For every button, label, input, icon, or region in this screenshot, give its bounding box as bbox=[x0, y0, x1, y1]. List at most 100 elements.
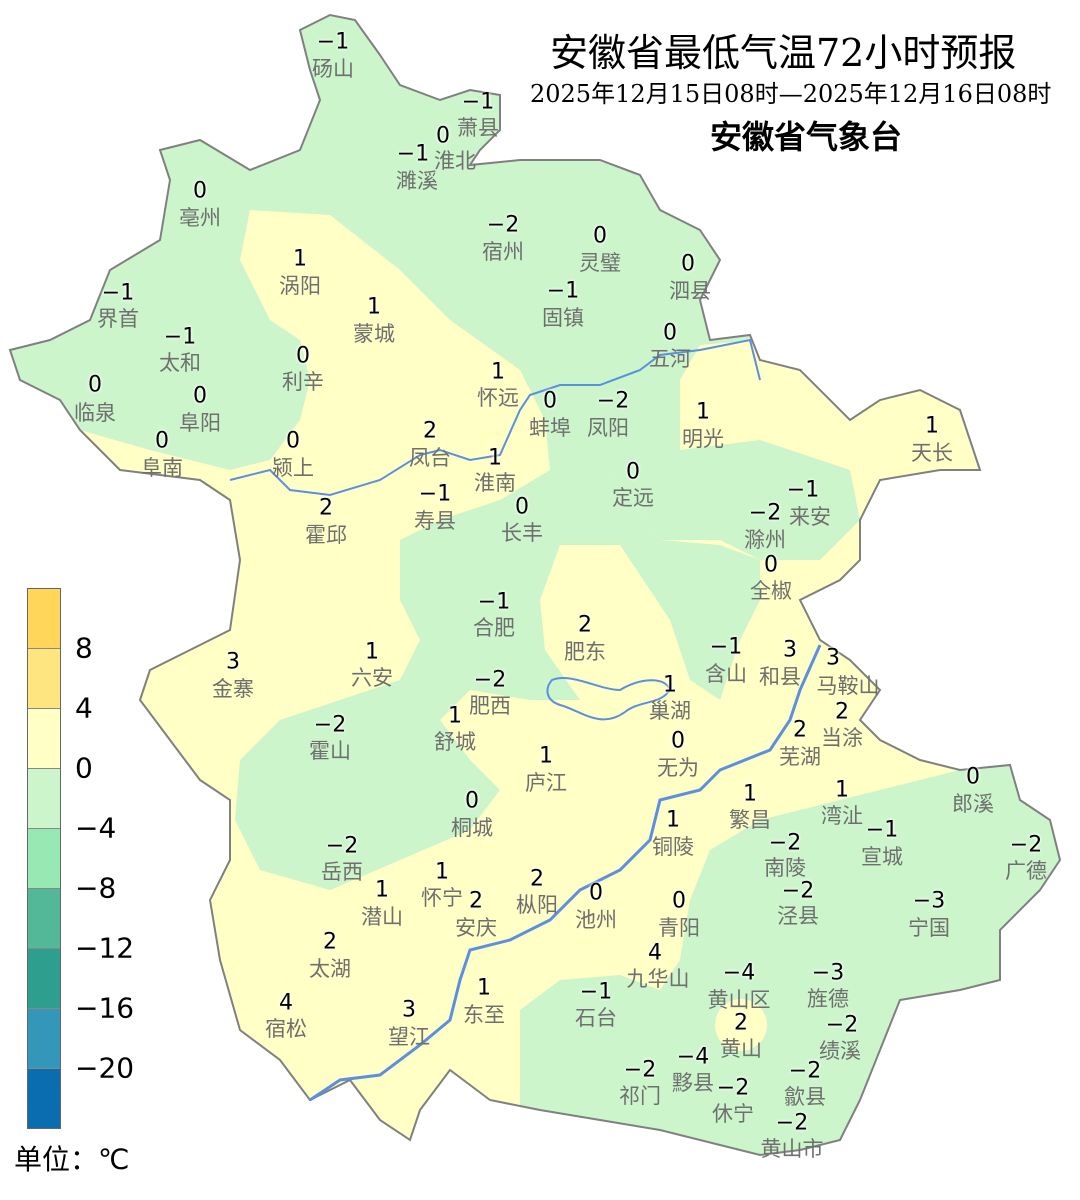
station-name: 怀远 bbox=[477, 386, 519, 410]
legend-tick-label: 8 bbox=[75, 631, 93, 665]
station-name: 休宁 bbox=[712, 1102, 754, 1126]
yangtze-river bbox=[309, 644, 822, 1102]
station-name: 界首 bbox=[97, 307, 139, 331]
station-min-temp: 0 bbox=[764, 552, 778, 578]
station-name: 潜山 bbox=[361, 905, 403, 929]
station-name: 砀山 bbox=[312, 57, 354, 81]
station-min-temp: −2 bbox=[781, 878, 815, 904]
station-min-temp: −2 bbox=[1009, 832, 1043, 858]
station-name: 黄山 bbox=[720, 1037, 762, 1061]
map-subtitle: 2025年12月15日08时—2025年12月16日08时 bbox=[530, 80, 1052, 108]
station-name: 无为 bbox=[657, 756, 699, 780]
legend-tick-label: 0 bbox=[75, 751, 93, 785]
station-min-temp: −1 bbox=[786, 477, 820, 503]
station-name: 天长 bbox=[911, 441, 953, 465]
station-min-temp: 0 bbox=[193, 383, 207, 409]
legend-tick-label: −20 bbox=[75, 1051, 135, 1085]
station-name: 亳州 bbox=[179, 206, 221, 230]
station-min-temp: 1 bbox=[743, 781, 757, 807]
station-name: 泾县 bbox=[777, 904, 819, 928]
station-min-temp: −1 bbox=[418, 481, 452, 507]
station-name: 繁昌 bbox=[729, 808, 771, 832]
station-min-temp: −1 bbox=[461, 89, 495, 115]
station-name: 宁国 bbox=[908, 916, 950, 940]
legend-tick-label: −8 bbox=[75, 871, 117, 905]
station-min-temp: −2 bbox=[596, 388, 630, 414]
station-name: 泗县 bbox=[669, 279, 711, 303]
zone-green-central bbox=[235, 470, 760, 890]
station-min-temp: 2 bbox=[793, 717, 807, 743]
station-name: 郎溪 bbox=[952, 792, 994, 816]
station-name: 怀宁 bbox=[421, 886, 463, 910]
station-min-temp: −2 bbox=[825, 1012, 859, 1038]
station-min-temp: 1 bbox=[663, 672, 677, 698]
legend-swatch bbox=[28, 1009, 60, 1069]
station-min-temp: 1 bbox=[365, 639, 379, 665]
station-name: 舒城 bbox=[434, 730, 476, 754]
station-min-temp: −2 bbox=[313, 712, 347, 738]
station-min-temp: −2 bbox=[768, 830, 802, 856]
legend-swatch bbox=[28, 1069, 60, 1128]
station-name: 东至 bbox=[463, 1003, 505, 1027]
station-min-temp: 0 bbox=[663, 320, 677, 346]
station-name: 临泉 bbox=[74, 401, 116, 425]
station-min-temp: 1 bbox=[477, 975, 491, 1001]
station-name: 肥东 bbox=[564, 640, 606, 664]
station-min-temp: 0 bbox=[193, 178, 207, 204]
map-title: 安徽省最低气温72小时预报 bbox=[550, 31, 1017, 75]
station-min-temp: 1 bbox=[293, 246, 307, 272]
station-min-temp: 3 bbox=[226, 649, 240, 675]
legend-tick-label: −16 bbox=[75, 991, 135, 1025]
station-name: 长丰 bbox=[501, 521, 543, 545]
station-min-temp: 0 bbox=[966, 764, 980, 790]
station-name: 寿县 bbox=[414, 509, 456, 533]
station-name: 利辛 bbox=[282, 370, 324, 394]
station-min-temp: 1 bbox=[835, 777, 849, 803]
station-min-temp: 1 bbox=[435, 859, 449, 885]
station-name: 全椒 bbox=[750, 579, 792, 603]
station-min-temp: −2 bbox=[788, 1058, 822, 1084]
chaohu-lake bbox=[546, 677, 672, 721]
station-min-temp: 1 bbox=[448, 703, 462, 729]
station-min-temp: −1 bbox=[163, 324, 197, 350]
color-legend bbox=[27, 588, 61, 1129]
station-min-temp: −2 bbox=[623, 1057, 657, 1083]
station-min-temp: 3 bbox=[783, 637, 797, 663]
station-min-temp: 0 bbox=[672, 888, 686, 914]
station-min-temp: 1 bbox=[925, 413, 939, 439]
station-name: 宣城 bbox=[861, 845, 903, 869]
station-name: 合肥 bbox=[473, 616, 515, 640]
station-name: 广德 bbox=[1005, 859, 1047, 883]
station-min-temp: −2 bbox=[325, 833, 359, 859]
zone-yellow-huangshan bbox=[715, 999, 767, 1051]
station-min-temp: 0 bbox=[589, 880, 603, 906]
station-name: 颍上 bbox=[272, 456, 314, 480]
station-name: 凤阳 bbox=[587, 416, 629, 440]
station-min-temp: 0 bbox=[436, 123, 450, 149]
station-min-temp: −1 bbox=[316, 29, 350, 55]
station-min-temp: −4 bbox=[722, 960, 756, 986]
station-name: 巢湖 bbox=[649, 699, 691, 723]
station-min-temp: 1 bbox=[666, 807, 680, 833]
station-name: 安庆 bbox=[455, 916, 497, 940]
station-name: 马鞍山 bbox=[816, 674, 880, 698]
station-min-temp: −2 bbox=[486, 212, 520, 238]
station-min-temp: −1 bbox=[396, 141, 430, 167]
station-name: 金寨 bbox=[212, 677, 254, 701]
station-min-temp: −1 bbox=[709, 634, 743, 660]
station-name: 石台 bbox=[575, 1006, 617, 1030]
station-name: 霍邱 bbox=[305, 523, 347, 547]
legend-swatch bbox=[28, 769, 60, 829]
station-name: 淮南 bbox=[474, 471, 516, 495]
station-name: 六安 bbox=[351, 666, 393, 690]
station-min-temp: −2 bbox=[716, 1075, 750, 1101]
station-min-temp: 3 bbox=[402, 997, 416, 1023]
station-min-temp: 1 bbox=[696, 399, 710, 425]
station-min-temp: 0 bbox=[296, 343, 310, 369]
legend-swatch bbox=[28, 949, 60, 1009]
station-min-temp: −2 bbox=[748, 500, 782, 526]
station-min-temp: 2 bbox=[319, 495, 333, 521]
station-min-temp: 0 bbox=[155, 428, 169, 454]
station-name: 黄山市 bbox=[760, 1137, 824, 1161]
legend-tick-label: −12 bbox=[75, 931, 135, 965]
